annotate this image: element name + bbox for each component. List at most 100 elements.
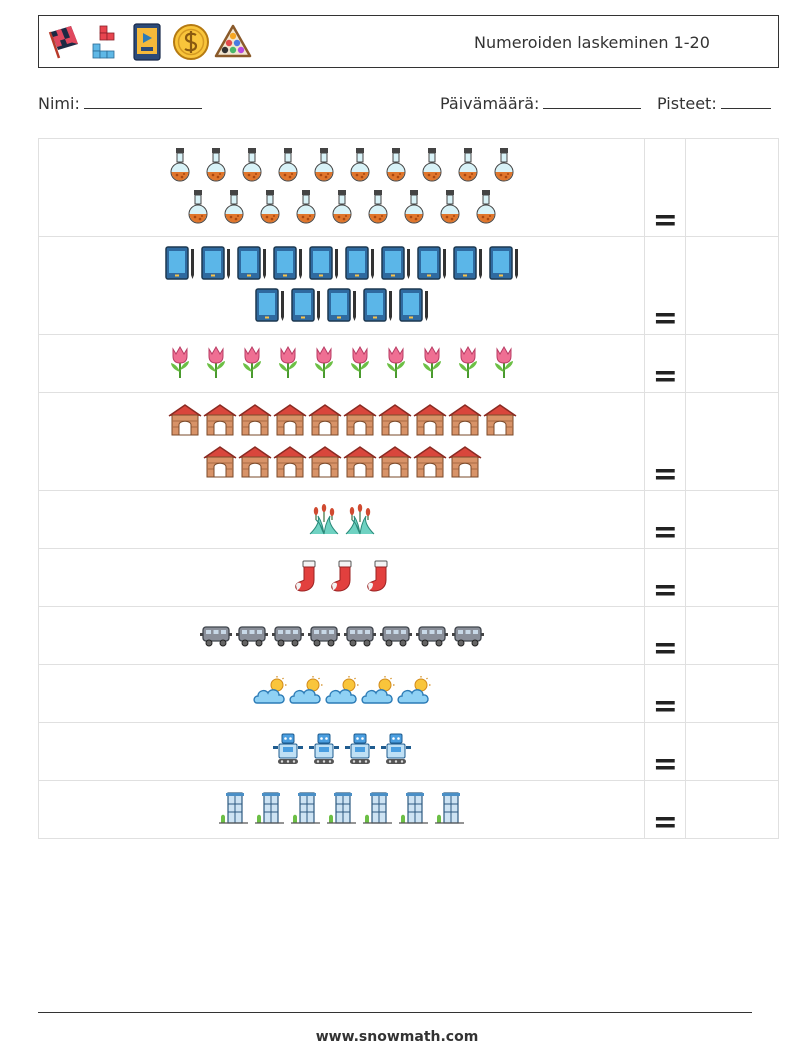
train-wagon-icon: [342, 616, 378, 656]
answer-box[interactable]: [685, 606, 779, 665]
equals-sign: =: [652, 631, 678, 666]
equals-cell: =: [644, 490, 687, 550]
answer-box[interactable]: [685, 392, 779, 491]
worksheet-title: Numeroiden laskeminen 1-20: [474, 33, 710, 52]
equals-sign: =: [652, 359, 678, 394]
tulip-icon: [270, 344, 306, 384]
tablet-icon: [234, 245, 270, 285]
train-wagon-icon: [234, 616, 270, 656]
answer-box[interactable]: [685, 236, 779, 335]
name-blank[interactable]: [83, 95, 202, 109]
house-icon: [447, 443, 482, 483]
counting-row: =: [37, 664, 779, 724]
house-icon: [237, 443, 272, 483]
tablet-icon: [342, 245, 378, 285]
tulip-icon: [450, 344, 486, 384]
equals-cell: =: [644, 664, 687, 724]
answer-box[interactable]: [685, 548, 779, 607]
building-icon: [252, 790, 288, 830]
sun-cloud-icon: [324, 674, 360, 714]
house-icon: [412, 401, 447, 441]
equals-sign: =: [652, 805, 678, 840]
picture-cell: [37, 236, 646, 335]
tulip-icon: [486, 344, 522, 384]
flask-icon: [324, 189, 360, 229]
robot-icon: [378, 732, 414, 772]
picture-line: [39, 245, 644, 285]
picture-cell: [37, 664, 646, 723]
sun-cloud-icon: [360, 674, 396, 714]
name-field: Nimi:: [38, 94, 202, 113]
flask-icon: [450, 147, 486, 187]
flask-icon: [198, 147, 234, 187]
picture-cell: [37, 606, 646, 665]
flask-icon: [378, 147, 414, 187]
date-field: Päivämäärä:: [440, 94, 642, 113]
picture-line: [39, 189, 644, 229]
picture-cell: [37, 780, 646, 839]
building-icon: [288, 790, 324, 830]
flask-icon: [234, 147, 270, 187]
house-icon: [377, 401, 412, 441]
picture-cell: [37, 334, 646, 393]
answer-box[interactable]: [685, 138, 779, 237]
stocking-icon: [324, 558, 360, 598]
house-icon: [272, 401, 307, 441]
tulip-icon: [378, 344, 414, 384]
score-blank[interactable]: [720, 95, 771, 109]
picture-line: [39, 617, 644, 655]
equals-sign: =: [652, 689, 678, 724]
score-field: Pisteet:: [657, 94, 771, 113]
building-icon: [360, 790, 396, 830]
billiard-rack-icon: [213, 22, 252, 62]
stocking-icon: [288, 558, 324, 598]
equals-cell: =: [644, 548, 687, 607]
header-icon-strip: [45, 22, 252, 62]
equals-sign: =: [652, 457, 678, 492]
answer-box[interactable]: [685, 780, 779, 839]
date-blank[interactable]: [543, 95, 642, 109]
stocking-icon: [360, 558, 396, 598]
tablet-icon: [270, 245, 306, 285]
equals-cell: =: [644, 606, 687, 666]
counting-row: =: [37, 236, 779, 336]
robot-icon: [342, 732, 378, 772]
building-icon: [216, 790, 252, 830]
play-tablet-icon: [129, 22, 165, 62]
equals-sign: =: [652, 515, 678, 550]
train-wagon-icon: [414, 616, 450, 656]
flask-icon: [432, 189, 468, 229]
flask-icon: [468, 189, 504, 229]
name-label: Nimi:: [38, 94, 80, 113]
reed-plant-icon: [342, 500, 378, 540]
tablet-icon: [360, 287, 396, 327]
tablet-icon: [450, 245, 486, 285]
sun-cloud-icon: [396, 674, 432, 714]
answer-box[interactable]: [685, 334, 779, 393]
flask-icon: [396, 189, 432, 229]
tulip-icon: [198, 344, 234, 384]
sun-cloud-icon: [252, 674, 288, 714]
robot-icon: [306, 732, 342, 772]
picture-cell: [37, 722, 646, 781]
tablet-icon: [378, 245, 414, 285]
equals-sign: =: [652, 203, 678, 238]
picture-line: [39, 402, 644, 440]
equals-cell: =: [644, 780, 687, 840]
dollar-coin-icon: [171, 22, 209, 62]
train-wagon-icon: [378, 616, 414, 656]
equals-sign: =: [652, 301, 678, 336]
tablet-icon: [306, 245, 342, 285]
answer-box[interactable]: [685, 490, 779, 549]
checkered-flag-icon: [45, 22, 81, 62]
answer-box[interactable]: [685, 664, 779, 723]
counting-row: =: [37, 490, 779, 550]
flask-icon: [288, 189, 324, 229]
picture-cell: [37, 490, 646, 549]
house-icon: [307, 401, 342, 441]
picture-line: [39, 147, 644, 187]
tablet-icon: [162, 245, 198, 285]
equals-cell: =: [644, 334, 687, 394]
flask-icon: [180, 189, 216, 229]
answer-box[interactable]: [685, 722, 779, 781]
